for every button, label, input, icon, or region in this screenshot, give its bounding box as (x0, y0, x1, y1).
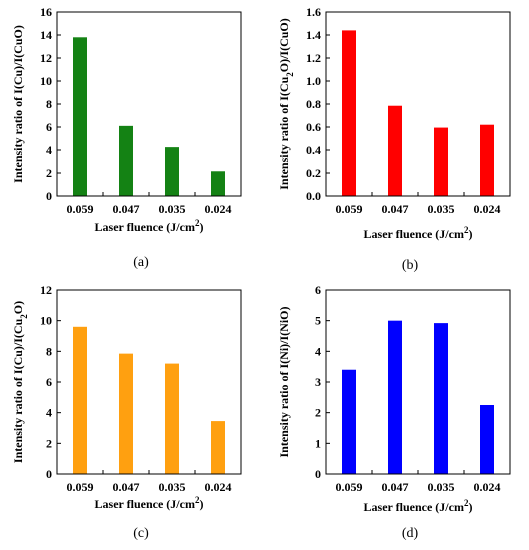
bar-0.059 (73, 37, 87, 196)
y-tick-label: 4 (315, 344, 321, 358)
bar-0.035 (434, 323, 448, 474)
y-tick-label: 0.0 (306, 189, 321, 203)
x-tick-label: 0.047 (382, 480, 409, 494)
y-tick-label: 6 (46, 375, 52, 389)
x-tick-label: 0.059 (336, 480, 363, 494)
y-tick-label: 0.2 (306, 166, 321, 180)
bar-0.035 (434, 127, 448, 196)
panel-label: (b) (402, 258, 419, 273)
y-tick-label: 2 (315, 406, 321, 420)
y-tick-label: 1 (315, 436, 321, 450)
bar-0.047 (388, 320, 402, 474)
bar-0.047 (119, 125, 133, 196)
x-tick-label: 0.047 (382, 202, 409, 216)
x-tick-label: 0.024 (205, 480, 232, 494)
y-tick-label: 2 (46, 436, 52, 450)
panel-label: (a) (133, 255, 149, 270)
y-tick-label: 1.6 (306, 5, 321, 19)
y-tick-label: 3 (315, 375, 321, 389)
y-tick-label: 16 (40, 5, 52, 19)
bar-0.024 (211, 421, 225, 474)
y-tick-label: 1.2 (306, 51, 321, 65)
bar-0.024 (480, 124, 494, 196)
x-tick-label: 0.047 (113, 480, 140, 494)
x-tick-label: 0.024 (205, 202, 232, 216)
y-tick-label: 12 (40, 51, 52, 65)
chart-panel-2: 0.0 0.2 0.4 0.6 0.8 1.0 1.2 1.4 1.6 0.059 0.047 0.0… (277, 5, 511, 273)
y-tick-label: 0.4 (306, 143, 321, 157)
y-tick-label: 0.6 (306, 120, 321, 134)
y-tick-label: 8 (46, 97, 52, 111)
y-tick-label: 6 (315, 283, 321, 297)
y-tick-label: 0 (315, 467, 321, 481)
y-tick-label: 6 (46, 120, 52, 134)
y-tick-label: 0.8 (306, 97, 321, 111)
panel-label: (d) (402, 526, 419, 541)
x-tick-label: 0.035 (159, 202, 186, 216)
y-tick-label: 14 (40, 28, 52, 42)
bar-0.059 (342, 30, 356, 197)
bar-0.035 (165, 363, 179, 474)
y-tick-label: 12 (40, 283, 52, 297)
x-tick-label: 0.035 (428, 202, 455, 216)
x-tick-label: 0.035 (159, 480, 186, 494)
x-axis-label: Laser fluence (J/cm2) (95, 495, 204, 511)
y-tick-label: 1.4 (306, 28, 321, 42)
y-tick-label: 0 (46, 467, 52, 481)
x-tick-label: 0.035 (428, 480, 455, 494)
y-tick-label: 5 (315, 314, 321, 328)
y-tick-label: 4 (46, 406, 52, 420)
y-tick-label: 4 (46, 143, 52, 157)
x-tick-label: 0.059 (336, 202, 363, 216)
x-tick-label: 0.047 (113, 202, 140, 216)
y-axis-label: Intensity ratio of I(Cu)/I(CuO) (11, 25, 25, 183)
bar-0.024 (211, 171, 225, 196)
bar-0.024 (480, 405, 494, 474)
y-tick-label: 10 (40, 314, 52, 328)
x-tick-label: 0.059 (67, 202, 94, 216)
y-tick-label: 10 (40, 74, 52, 88)
bar-0.059 (73, 326, 87, 474)
y-axis-label: Intensity ratio of I(Cu)/I(Cu2O) (11, 301, 29, 463)
x-tick-label: 0.024 (474, 202, 501, 216)
y-tick-label: 0 (46, 189, 52, 203)
x-axis-label: Laser fluence (J/cm2) (364, 498, 473, 514)
y-tick-label: 1.0 (306, 74, 321, 88)
bar-0.059 (342, 369, 356, 474)
bar-0.047 (388, 105, 402, 196)
y-tick-label: 2 (46, 166, 52, 180)
x-axis-label: Laser fluence (J/cm2) (364, 225, 473, 241)
y-axis-label: Intensity ratio of I(Ni)/I(NiO) (277, 307, 291, 458)
y-tick-label: 8 (46, 344, 52, 358)
panel-label: (c) (133, 526, 149, 541)
x-tick-label: 0.024 (474, 480, 501, 494)
y-axis-label: Intensity ratio of I(Cu2O)/I(CuO) (277, 18, 295, 190)
x-axis-label: Laser fluence (J/cm2) (95, 218, 204, 234)
x-tick-label: 0.059 (67, 480, 94, 494)
bar-0.047 (119, 353, 133, 474)
bar-0.035 (165, 147, 179, 196)
